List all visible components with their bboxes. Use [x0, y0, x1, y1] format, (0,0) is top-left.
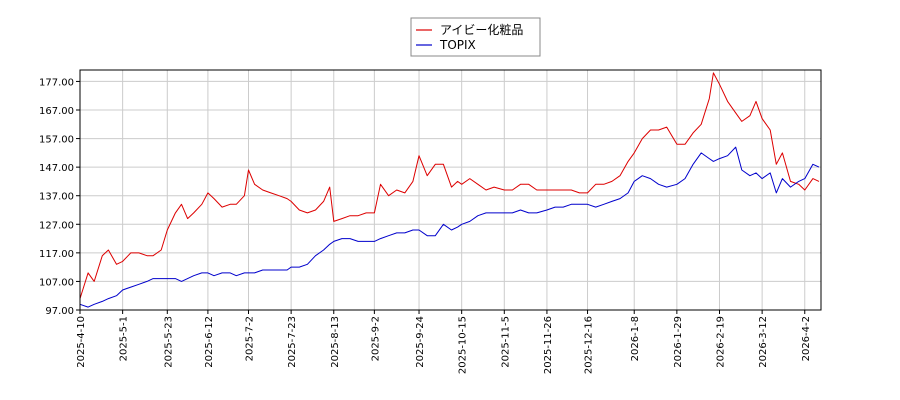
y-tick-label: 147.00 — [39, 163, 74, 174]
x-tick-label: 2025-4-10 — [76, 316, 87, 368]
plot-area — [80, 70, 821, 310]
x-tick-label: 2025-7-23 — [287, 316, 298, 368]
x-tick-label: 2026-1-29 — [673, 316, 684, 368]
x-tick-label: 2025-6-12 — [204, 316, 215, 368]
y-tick-label: 157.00 — [39, 135, 74, 146]
x-tick-label: 2026-2-19 — [715, 316, 726, 368]
x-tick-label: 2025-7-2 — [245, 316, 256, 361]
legend-box — [410, 17, 541, 57]
y-tick-label: 137.00 — [39, 192, 74, 203]
plot-frame — [79, 69, 822, 311]
y-tick-label: 107.00 — [39, 277, 74, 288]
x-tick-label: 2025-9-2 — [370, 316, 381, 361]
x-axis-ticks: 2025-4-10 2025-5-1 2025-5-23 2025-6-12 2025-… — [76, 310, 812, 374]
legend: アイビー化粧品 TOPIX — [410, 17, 541, 57]
y-axis-ticks: 177.00 167.00 157.00 147.00 137.00 127.00 117.… — [39, 77, 80, 317]
y-tick-label: 167.00 — [39, 106, 74, 117]
y-tick-label: 177.00 — [39, 77, 74, 88]
x-tick-label: 2026-4-2 — [801, 316, 812, 361]
y-tick-label: 117.00 — [39, 249, 74, 260]
x-tick-label: 2025-8-13 — [330, 316, 341, 368]
series-line-ivy — [79, 72, 820, 299]
legend-label-topix: TOPIX — [439, 38, 476, 52]
x-tick-label: 2025-10-15 — [458, 316, 469, 374]
grid — [79, 70, 821, 311]
y-tick-label: 127.00 — [39, 220, 74, 231]
series-lines — [79, 72, 820, 308]
series-line-topix — [79, 146, 820, 308]
x-tick-label: 2025-5-1 — [119, 316, 130, 361]
x-tick-label: 2025-9-24 — [415, 316, 426, 368]
x-tick-label: 2025-11-5 — [500, 316, 511, 368]
x-tick-label: 2026-3-12 — [758, 316, 769, 368]
x-tick-label: 2025-12-16 — [584, 316, 595, 374]
y-tick-label: 97.00 — [45, 306, 74, 317]
x-tick-label: 2025-11-26 — [543, 316, 554, 374]
x-tick-label: 2026-1-8 — [630, 316, 641, 361]
x-tick-label: 2025-5-23 — [163, 316, 174, 368]
legend-label-ivy: アイビー化粧品 — [440, 23, 523, 37]
